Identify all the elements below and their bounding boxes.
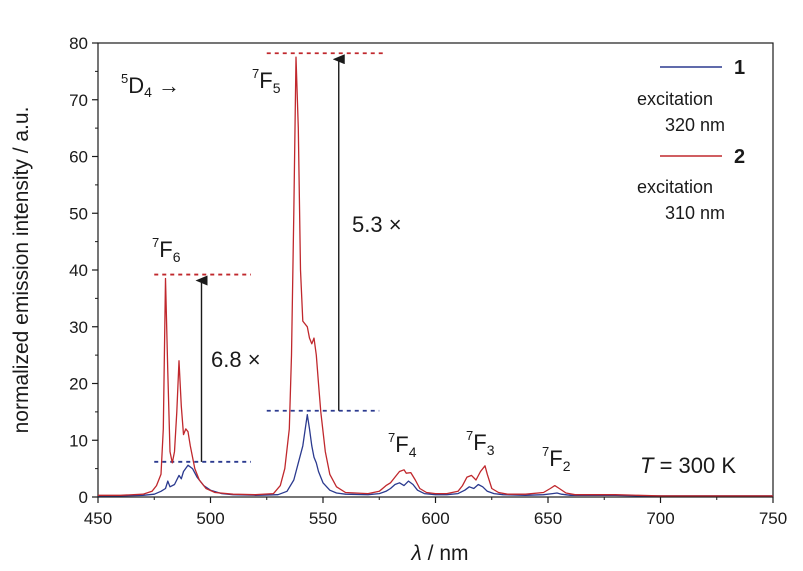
series-line-2 [98, 56, 773, 497]
legend-note-series-2-line2: 310 nm [665, 203, 725, 223]
ratio-label-f5: 5.3 × [352, 212, 402, 237]
x-tick-label-450: 450 [84, 509, 112, 528]
reference-lines [154, 52, 386, 463]
x-tick-label-550: 550 [309, 509, 337, 528]
y-tick-label-80: 80 [69, 34, 88, 53]
temperature-label: T = 300 K [640, 453, 736, 478]
annotation-7f3: 7F3 [466, 428, 495, 458]
legend-label-series-1: 1 [734, 57, 745, 79]
axes: 450 500 550 600 650 700 750 0 10 20 30 40 50 60 70 80 [69, 34, 787, 528]
y-tick-label-40: 40 [69, 261, 88, 280]
series-line-1 [98, 414, 773, 497]
legend: 1 excitation 320 nm 2 excitation 310 nm [637, 57, 745, 223]
x-tick-label-700: 700 [646, 509, 674, 528]
annotation-7f5: 7F5 [252, 66, 281, 96]
x-tick-label-500: 500 [196, 509, 224, 528]
annotation-7f6: 7F6 [152, 235, 181, 265]
y-tick-label-30: 30 [69, 318, 88, 337]
x-tick-label-750: 750 [759, 509, 787, 528]
legend-label-series-2: 2 [734, 146, 745, 168]
ratio-label-f6: 6.8 × [211, 347, 261, 372]
annotation-7f4: 7F4 [388, 430, 417, 460]
legend-note-series-1-line2: 320 nm [665, 115, 725, 135]
annotation-7f2: 7F2 [542, 444, 571, 474]
annotation-5d4: 5D4 → [121, 71, 180, 100]
y-tick-label-70: 70 [69, 91, 88, 110]
x-tick-label-600: 600 [421, 509, 449, 528]
y-tick-label-0: 0 [79, 488, 88, 507]
ratio-arrows [195, 54, 345, 462]
legend-note-series-2-line1: excitation [637, 177, 713, 197]
series-layer [98, 56, 773, 497]
plot-area [97, 42, 774, 498]
y-tick-label-60: 60 [69, 148, 88, 167]
legend-note-series-1-line1: excitation [637, 89, 713, 109]
plot-frame [97, 42, 774, 498]
y-tick-label-10: 10 [69, 431, 88, 450]
y-tick-label-50: 50 [69, 204, 88, 223]
y-tick-label-20: 20 [69, 375, 88, 394]
x-axis-title: λ / nm [410, 542, 468, 565]
y-axis-title: normalized emission intensity / a.u. [10, 107, 33, 434]
x-tick-label-650: 650 [534, 509, 562, 528]
